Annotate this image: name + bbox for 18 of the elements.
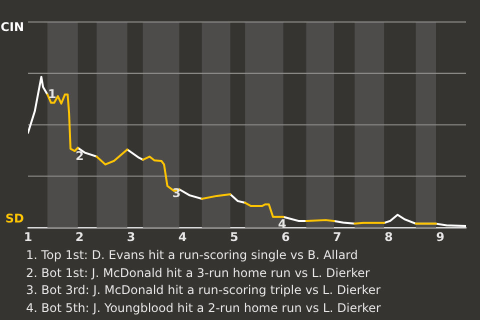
x-tick-label: 2	[75, 230, 84, 244]
text: SD	[5, 212, 24, 226]
x-tick-label: 3	[126, 230, 136, 244]
annotation: 1	[48, 87, 56, 102]
x-tick-label: 1	[24, 230, 32, 244]
text: 1. Top 1st: D. Evans hit a run-scoring single vs B. Allard	[26, 247, 359, 264]
x-tick-label: 9	[436, 230, 444, 244]
x-tick-label: 5	[230, 230, 238, 244]
annotation: 4	[278, 217, 286, 232]
text: 3. Bot 3rd: J. McDonald hit a run-scoring triple vs L. Dierker	[26, 282, 381, 299]
x-tick-label: 6	[281, 230, 290, 244]
x-tick-label: 4	[178, 230, 187, 244]
text: 4. Bot 5th: J. Youngblood hit a 2-run home run vs L. Dierker	[26, 300, 381, 316]
x-tick-label: 8	[384, 230, 393, 244]
annotation: 2	[76, 148, 84, 163]
text: CIN	[0, 20, 24, 34]
x-tick-label: 7	[332, 230, 342, 244]
text: 2. Bot 1st: J. McDonald hit a 3-run home run vs L. Dierker	[26, 264, 371, 282]
